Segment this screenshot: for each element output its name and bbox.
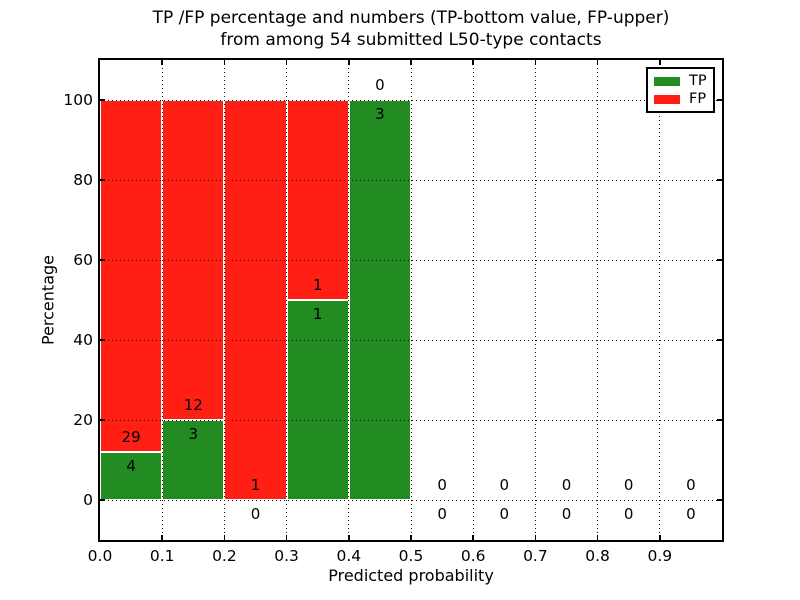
bar-segment-tp bbox=[348, 100, 411, 500]
y-tick-label: 20 bbox=[73, 411, 93, 429]
x-tick-label: 0.1 bbox=[149, 547, 175, 565]
plot-area: 29 4 12 3 1 0 1 1 0 3 0 0 0 0 0 0 0 0 0 0 bbox=[98, 58, 724, 542]
y-tick-label: 0 bbox=[83, 491, 93, 509]
bar-segment-tp bbox=[100, 451, 163, 500]
bar-label-fp: 0 bbox=[437, 476, 447, 494]
chart-title: TP /FP percentage and numbers (TP-bottom… bbox=[100, 7, 722, 51]
legend-label-fp: FP bbox=[689, 90, 707, 107]
y-tick-label: 100 bbox=[63, 91, 93, 109]
y-axis-label: Percentage bbox=[38, 254, 58, 346]
bar-label-tp: 4 bbox=[126, 456, 136, 475]
x-tick-label: 0.2 bbox=[212, 547, 237, 565]
x-tick-label: 0.5 bbox=[398, 547, 424, 565]
bar-label-fp: 12 bbox=[183, 396, 203, 414]
x-tick-label: 0.4 bbox=[336, 547, 362, 565]
x-tick-label: 0.0 bbox=[87, 547, 113, 565]
bar-segment-fp bbox=[224, 100, 287, 500]
tp-color-swatch-icon bbox=[654, 76, 680, 86]
x-tick-label: 0.6 bbox=[460, 547, 486, 565]
bar-label-fp: 0 bbox=[686, 476, 696, 494]
bar-label-tp: 0 bbox=[437, 505, 447, 523]
x-tick-label: 0.8 bbox=[585, 547, 610, 565]
y-tick-label: 60 bbox=[73, 251, 93, 269]
bar-label-fp: 0 bbox=[499, 476, 510, 494]
bar-label-tp: 0 bbox=[623, 505, 634, 523]
x-tick-label: 0.9 bbox=[647, 547, 673, 565]
bar-label-tp: 3 bbox=[188, 425, 199, 443]
y-tick-label: 40 bbox=[73, 331, 93, 349]
bar-label-fp: 29 bbox=[121, 427, 141, 446]
legend-item-tp: TP bbox=[654, 72, 707, 89]
legend-label-tp: TP bbox=[689, 72, 707, 89]
fp-color-swatch-icon bbox=[654, 94, 680, 104]
bar-label-fp: 0 bbox=[623, 476, 634, 494]
chart-title-line-1: TP /FP percentage and numbers (TP-bottom… bbox=[152, 8, 670, 28]
bar-label-fp: 0 bbox=[375, 76, 385, 94]
bar-label-tp: 1 bbox=[312, 305, 323, 323]
x-tick-label: 0.3 bbox=[274, 547, 299, 565]
bar-label-tp: 0 bbox=[250, 505, 261, 523]
bar-label-fp: 0 bbox=[561, 476, 572, 494]
bar-label-tp: 0 bbox=[499, 505, 510, 523]
bar-segment-fp bbox=[286, 100, 349, 300]
bar-labels-layer: 29 4 12 3 1 0 1 1 0 3 0 0 0 0 0 0 0 0 0 0 bbox=[100, 60, 722, 540]
bar-label-tp: 3 bbox=[375, 105, 385, 123]
bar-segment-fp bbox=[100, 100, 163, 452]
bar-label-fp: 1 bbox=[250, 476, 261, 494]
legend-item-fp: FP bbox=[654, 90, 707, 107]
y-tick-label: 80 bbox=[73, 171, 93, 189]
x-axis-label: Predicted probability bbox=[328, 566, 494, 585]
bar-label-tp: 0 bbox=[561, 505, 572, 523]
bar-label-fp: 1 bbox=[312, 276, 323, 294]
bar-label-tp: 0 bbox=[686, 505, 696, 523]
bar-segment-tp bbox=[286, 300, 349, 500]
chart-title-line-2: from among 54 submitted L50-type contact… bbox=[220, 30, 602, 50]
x-tick-label: 0.7 bbox=[523, 547, 548, 565]
legend: TP FP bbox=[646, 67, 715, 113]
